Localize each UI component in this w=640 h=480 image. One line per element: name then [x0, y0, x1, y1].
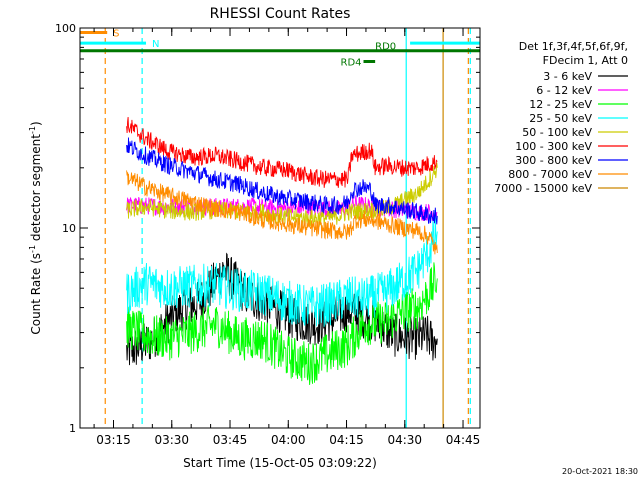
attenuator-bars: S N RD0 RD4: [80, 28, 480, 68]
x-axis-label: Start Time (15-Oct-05 03:09:22): [183, 456, 377, 470]
x-tick-label-6: 04:45: [446, 433, 481, 447]
series-line-0: [126, 252, 438, 366]
y-axis-label: Count Rate (s-1 detector segment-1): [28, 121, 43, 334]
state-bar-label-3: RD4: [341, 57, 362, 68]
series-line-7: [126, 170, 438, 255]
vertical-markers: [104, 28, 471, 428]
x-tick-label-3: 04:00: [271, 433, 306, 447]
legend: Det 1f,3f,4f,5f,6f,9f, FDecim 1, Att 0 3…: [494, 40, 628, 195]
legend-label-0: 3 - 6 keV: [543, 70, 592, 83]
x-tick-label-4: 04:15: [329, 433, 364, 447]
series-lines: [126, 116, 438, 385]
y-axis-label-sup1: -1: [28, 245, 37, 253]
x-tick-label-2: 03:45: [213, 433, 248, 447]
legend-label-4: 50 - 100 keV: [522, 126, 592, 139]
state-bar-label-0: S: [113, 28, 119, 39]
legend-header-1: Det 1f,3f,4f,5f,6f,9f,: [519, 40, 628, 53]
legend-label-6: 300 - 800 keV: [515, 154, 592, 167]
y-axis-label-main: Count Rate (s: [29, 253, 43, 335]
chart-title: RHESSI Count Rates: [210, 6, 351, 22]
x-tick-label-5: 04:30: [387, 433, 422, 447]
legend-label-3: 25 - 50 keV: [529, 112, 592, 125]
y-axis-label-end: ): [29, 121, 43, 126]
y-axis-ticks: 1 10 100: [55, 22, 480, 435]
y-axis-label-sup2: -1: [28, 126, 37, 134]
series-line-6: [126, 137, 438, 225]
svg-text:Count Rate (s-1 detector segme: Count Rate (s-1 detector segment-1): [28, 121, 43, 334]
legend-label-5: 100 - 300 keV: [515, 140, 592, 153]
y-tick-label-1: 10: [62, 222, 76, 235]
x-axis-ticks: 03:15 03:30 03:45 04:00 04:15 04:30 04:45: [93, 28, 481, 447]
y-tick-label-2: 100: [55, 22, 76, 35]
series-line-2: [126, 262, 438, 385]
legend-label-7: 800 - 7000 keV: [508, 168, 592, 181]
x-tick-label-1: 03:30: [154, 433, 189, 447]
legend-header-2: FDecim 1, Att 0: [543, 54, 628, 67]
footer-timestamp: 20-Oct-2021 18:30: [562, 467, 638, 476]
legend-label-8: 7000 - 15000 keV: [494, 182, 592, 195]
state-bar-label-1: N: [152, 39, 159, 50]
state-bar-label-2: RD0: [375, 42, 396, 53]
y-axis-label-mid: detector segment: [29, 134, 43, 245]
legend-label-1: 6 - 12 keV: [536, 84, 592, 97]
x-tick-label-0: 03:15: [96, 433, 131, 447]
legend-label-2: 12 - 25 keV: [529, 98, 592, 111]
series-line-3: [126, 215, 438, 327]
y-tick-label-0: 1: [69, 422, 76, 435]
series-line-5: [126, 116, 438, 188]
